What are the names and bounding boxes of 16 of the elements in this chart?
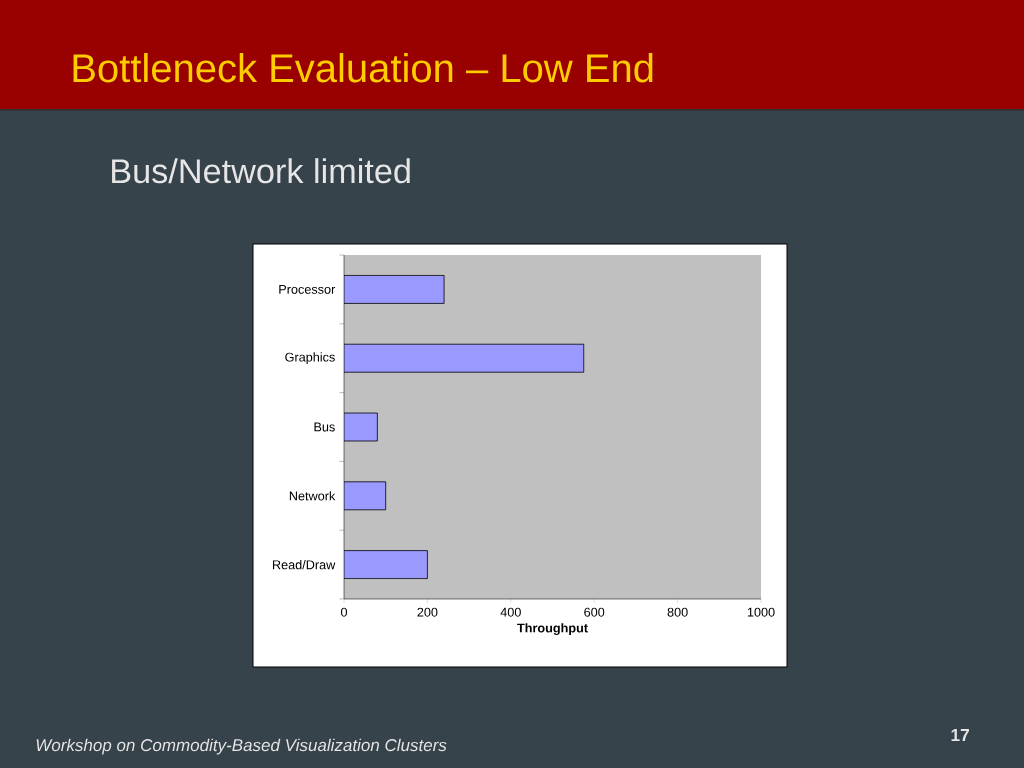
x-tick-label: 0: [340, 607, 348, 617]
y-tick-label: Read/Draw: [272, 559, 336, 570]
y-tick-label: Processor: [279, 284, 336, 294]
x-tick-label: 400: [500, 607, 521, 617]
x-tick-label: 200: [417, 607, 438, 617]
y-tick-label: Network: [289, 491, 336, 501]
x-axis-title: Throughput: [517, 623, 588, 636]
chart-subtitle: Bus/Network limited: [112, 158, 410, 184]
x-tick-label: 1000: [747, 607, 775, 617]
x-tick-label: 600: [584, 607, 605, 617]
y-tick-label: Graphics: [285, 352, 335, 365]
text: 17: [951, 729, 969, 741]
y-tick-label: Bus: [314, 422, 335, 432]
text: Workshop on Commodity-Based Visualization Clusters: [36, 738, 447, 755]
chart-title: Bottleneck Evaluation – Low End: [73, 53, 653, 83]
x-tick-label: 800: [667, 607, 688, 617]
